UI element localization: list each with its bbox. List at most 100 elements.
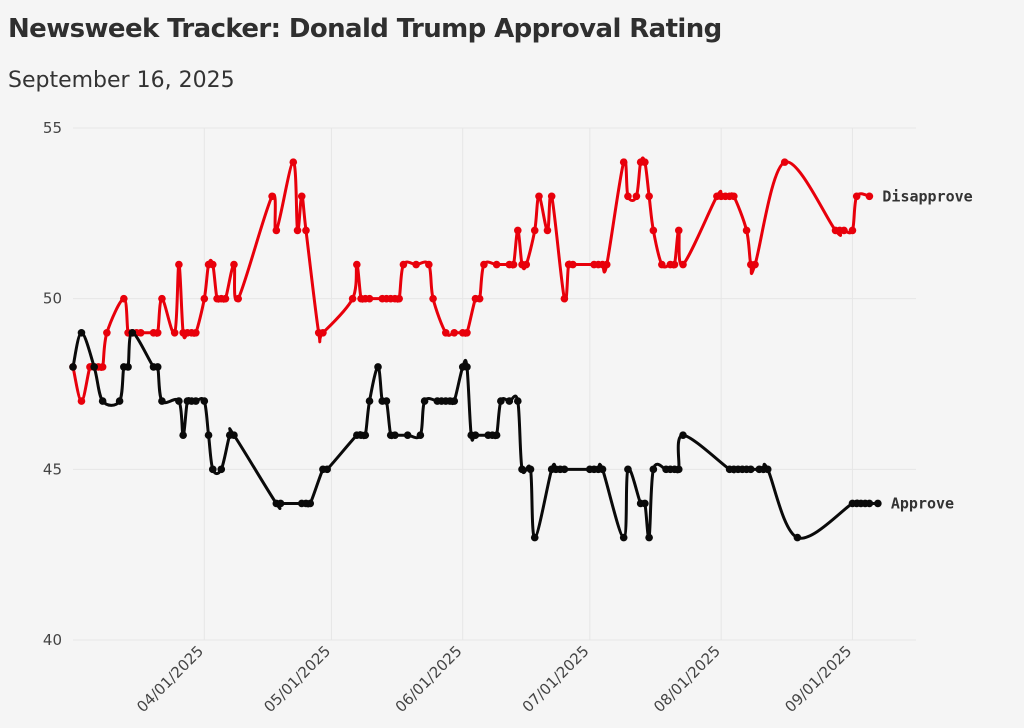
- disapprove-point: [742, 226, 751, 235]
- approve-point: [746, 465, 755, 474]
- approve-point: [204, 431, 213, 440]
- disapprove-point: [730, 192, 738, 201]
- disapprove-point: [535, 192, 543, 201]
- disapprove-point: [348, 294, 357, 303]
- disapprove-point: [268, 192, 276, 201]
- approve-point: [526, 465, 535, 474]
- x-tick-label: 07/01/2025: [519, 642, 593, 716]
- disapprove-point: [569, 260, 577, 269]
- approve-point: [124, 363, 132, 371]
- y-tick-label: 50: [43, 290, 62, 308]
- x-tick-label: 04/01/2025: [133, 642, 207, 716]
- disapprove-point: [450, 329, 459, 337]
- x-tick-label: 08/01/2025: [650, 642, 724, 716]
- approve-point: [69, 363, 77, 371]
- disapprove-point: [297, 192, 306, 201]
- approve-point: [763, 465, 772, 474]
- disapprove-point: [780, 158, 789, 166]
- approve-label: Approve: [891, 494, 954, 512]
- disapprove-point: [395, 294, 403, 303]
- disapprove-point: [751, 260, 759, 269]
- disapprove-point: [153, 329, 162, 337]
- approve-point: [192, 397, 200, 405]
- approve-point: [463, 363, 471, 371]
- approve-point: [649, 465, 658, 474]
- approve-point: [90, 363, 98, 371]
- approve-point: [98, 397, 107, 405]
- approve-point: [361, 431, 370, 440]
- disapprove-point: [272, 226, 281, 235]
- disapprove-point: [674, 226, 683, 235]
- disapprove-point: [480, 260, 488, 269]
- disapprove-point: [619, 158, 628, 166]
- disapprove-point: [441, 329, 450, 337]
- disapprove-point: [624, 192, 632, 201]
- disapprove-point: [530, 226, 539, 235]
- disapprove-label: Disapprove: [882, 187, 972, 205]
- disapprove-point: [319, 329, 327, 337]
- disapprove-point: [192, 329, 200, 337]
- approve-point: [505, 397, 514, 405]
- disapprove-point: [200, 294, 209, 303]
- approve-point: [645, 533, 653, 542]
- series-labels: Disapprove Approve: [882, 187, 972, 512]
- disapprove-point: [289, 158, 298, 166]
- disapprove-point: [848, 226, 857, 235]
- disapprove-point: [840, 226, 848, 235]
- disapprove-point: [221, 294, 230, 303]
- disapprove-point: [679, 260, 687, 269]
- approve-point: [518, 465, 526, 474]
- disapprove-point: [543, 226, 552, 235]
- approve-point: [674, 465, 683, 474]
- approve-point: [200, 397, 209, 405]
- series-lines: [69, 156, 882, 542]
- disapprove-point: [865, 192, 874, 201]
- approve-point: [874, 499, 882, 508]
- disapprove-point: [353, 260, 361, 269]
- disapprove-point: [234, 294, 243, 303]
- approve-point: [179, 431, 187, 440]
- grid-lines: [73, 127, 916, 641]
- approve-point: [598, 465, 607, 474]
- approve-point: [382, 397, 391, 405]
- disapprove-point: [658, 260, 666, 269]
- y-tick-label: 40: [43, 631, 62, 649]
- approve-point: [641, 499, 649, 508]
- approve-point: [450, 397, 459, 405]
- approve-point: [77, 329, 86, 337]
- disapprove-point: [514, 226, 522, 235]
- y-tick-label: 45: [43, 460, 62, 478]
- approve-point: [374, 363, 382, 371]
- approve-point: [416, 431, 425, 440]
- approve-point: [471, 431, 480, 440]
- approve-point: [497, 397, 505, 405]
- disapprove-point: [77, 397, 86, 405]
- approve-point: [679, 431, 687, 440]
- disapprove-point: [547, 192, 556, 201]
- disapprove-point: [475, 294, 484, 303]
- disapprove-point: [293, 226, 302, 235]
- disapprove-point: [632, 192, 641, 201]
- disapprove-point: [103, 329, 111, 337]
- disapprove-point: [120, 294, 128, 303]
- y-axis-ticks: 40 45 50 55: [43, 119, 62, 649]
- disapprove-point: [641, 158, 649, 166]
- approve-point: [624, 465, 632, 474]
- disapprove-line: [71, 156, 871, 403]
- approve-point: [158, 397, 166, 405]
- disapprove-point: [230, 260, 238, 269]
- disapprove-point: [399, 260, 408, 269]
- approve-point: [208, 465, 217, 474]
- disapprove-point: [649, 226, 658, 235]
- approve-point: [530, 533, 539, 542]
- disapprove-point: [302, 226, 310, 235]
- disapprove-point: [463, 329, 471, 337]
- disapprove-point: [429, 294, 437, 303]
- x-tick-label: 05/01/2025: [260, 642, 334, 716]
- chart-title: Newsweek Tracker: Donald Trump Approval …: [8, 14, 722, 44]
- approve-point: [420, 397, 429, 405]
- y-tick-label: 55: [43, 119, 62, 137]
- approve-point: [230, 431, 238, 440]
- disapprove-point: [509, 260, 518, 269]
